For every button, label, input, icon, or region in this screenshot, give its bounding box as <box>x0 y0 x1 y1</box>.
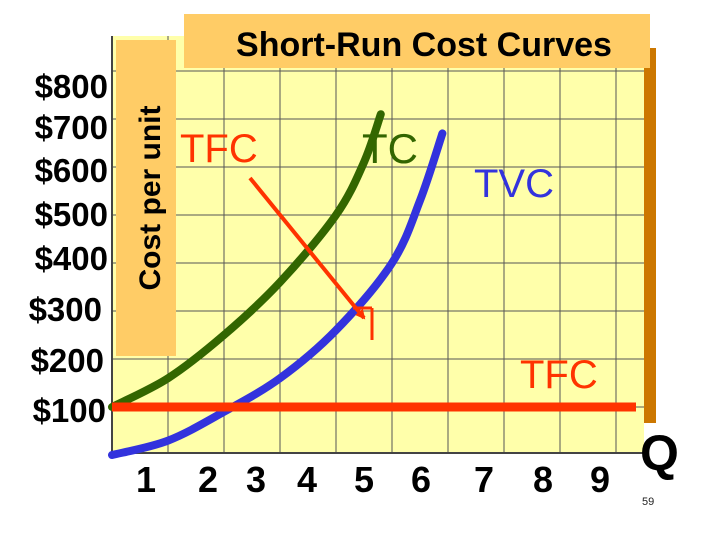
slide-number: 59 <box>642 496 655 508</box>
x-tick-label: 8 <box>533 459 553 500</box>
tfc-line-label: TFC <box>520 353 598 397</box>
y-tick-label: $200 <box>31 342 104 379</box>
title-box <box>184 14 650 68</box>
tvc-label: TVC <box>474 162 554 206</box>
y-axis-label: Cost per unit <box>134 105 167 290</box>
y-tick-labels: $800 $700 $600 $500 $400 $300 $200 $100 <box>29 68 108 429</box>
y-tick-label: $600 <box>35 152 108 189</box>
plot-background <box>112 36 644 453</box>
y-tick-label: $800 <box>35 68 108 105</box>
tc-label: TC <box>362 125 418 172</box>
y-tick-label: $100 <box>33 392 106 429</box>
x-tick-label: 3 <box>246 459 266 500</box>
grid <box>112 36 644 453</box>
x-tick-label: 1 <box>136 459 156 500</box>
ylabel-box <box>116 40 176 356</box>
y-tick-label: $400 <box>35 240 108 277</box>
x-tick-label: 7 <box>474 459 494 500</box>
tfc-arrow <box>248 176 366 320</box>
x-tick-label: 9 <box>590 459 610 500</box>
y-tick-label: $300 <box>29 291 102 328</box>
x-tick-label: 6 <box>411 459 431 500</box>
x-tick-label: 2 <box>198 459 218 500</box>
tfc-top-label: TFC <box>180 127 258 171</box>
x-axis-label: Q <box>640 425 679 481</box>
x-tick-label: 5 <box>354 459 374 500</box>
tc-curve <box>108 110 385 411</box>
x-tick-label: 4 <box>297 459 317 500</box>
y-tick-label: $500 <box>35 196 108 233</box>
chart-title: Short-Run Cost Curves <box>236 26 612 64</box>
y-tick-label: $700 <box>35 109 108 146</box>
tvc-curve <box>108 129 447 459</box>
